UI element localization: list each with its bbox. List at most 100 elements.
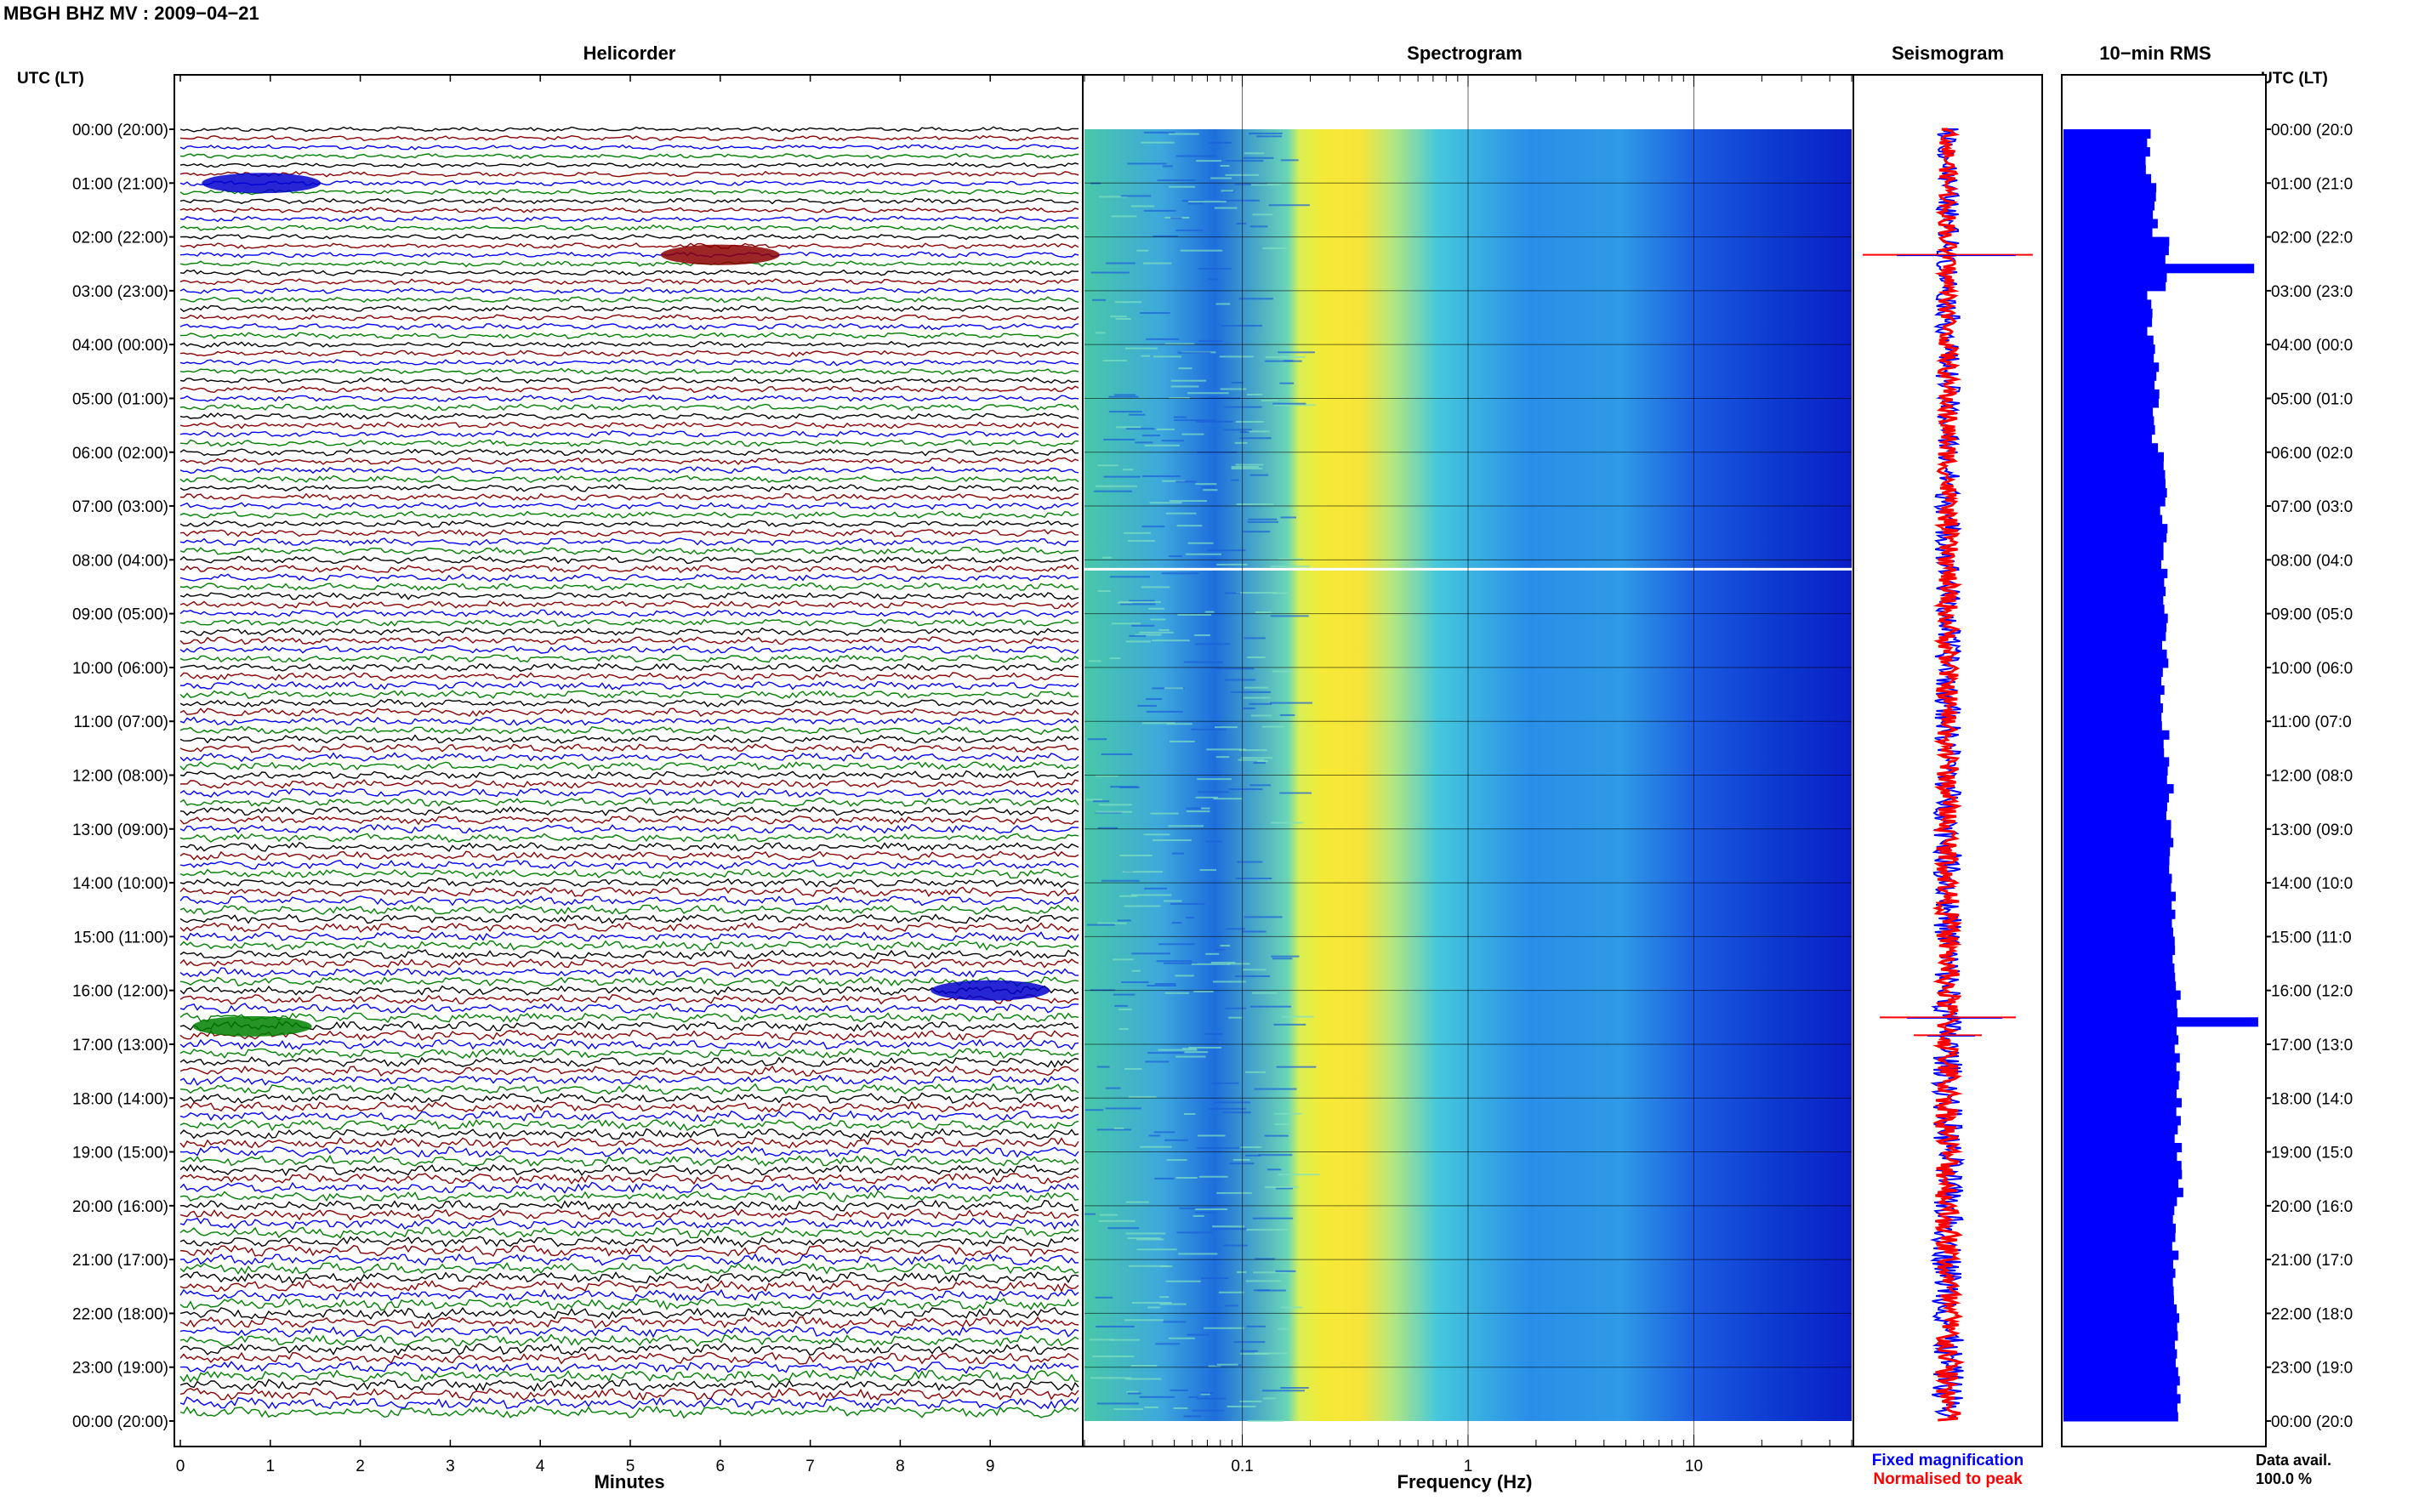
- spectrogram-streak: [1213, 798, 1243, 800]
- helicorder-trace-row: [179, 1163, 1079, 1177]
- spectrogram-streak: [1237, 861, 1263, 863]
- time-tick-label-right: 10:00 (06:0: [2271, 660, 2353, 678]
- spectrogram-xlabel: Frequency (Hz): [1397, 1471, 1533, 1492]
- spectrogram-streak: [1157, 179, 1196, 182]
- helicorder-trace-row: [179, 922, 1079, 934]
- spectrogram-streak: [1247, 520, 1279, 523]
- spectrogram-streak: [1164, 1139, 1188, 1141]
- rms-bar: [2063, 1008, 2178, 1018]
- spectrogram-streak: [1212, 1225, 1245, 1228]
- time-tick-label: 05:00 (01:00): [72, 390, 168, 408]
- spectrogram-streak: [1198, 339, 1223, 342]
- helicorder-trace-row: [179, 242, 1079, 250]
- rms-bar: [2063, 129, 2151, 139]
- helicorder-trace-row: [179, 708, 1079, 718]
- spectrogram-streak: [1247, 393, 1263, 395]
- spectrogram-streak: [1143, 833, 1170, 836]
- helicorder-trace-row: [179, 153, 1079, 160]
- rms-bar: [2063, 1197, 2177, 1207]
- helicorder-trace-row: [179, 672, 1079, 681]
- spectrogram-streak: [1165, 1280, 1201, 1282]
- spectrogram-panel: 0.1 1 10 Frequency (Hz): [1082, 74, 1854, 1492]
- spectrogram-streak: [1194, 643, 1231, 645]
- spectrogram-streak: [1270, 615, 1309, 617]
- helicorder-trace-row: [179, 502, 1079, 510]
- spectrogram-streak: [1111, 622, 1141, 625]
- spectrogram-streak: [1170, 1389, 1188, 1391]
- spectrogram-streak: [1270, 821, 1303, 824]
- helicorder-trace-row: [179, 358, 1079, 367]
- spectrogram-streak: [1246, 1229, 1289, 1231]
- rms-bar: [2063, 1151, 2177, 1162]
- spectrogram-streak: [1177, 613, 1212, 616]
- rms-bars: [2063, 129, 2258, 1422]
- helicorder-trace-row: [179, 1137, 1079, 1149]
- rms-bar: [2063, 1214, 2173, 1225]
- spectrogram-streak: [1198, 1134, 1226, 1137]
- spectrogram-streak: [1200, 807, 1210, 810]
- spectrogram-streak: [1153, 1131, 1175, 1134]
- time-tick-label-right: 05:00 (01:0: [2271, 390, 2353, 408]
- helicorder-trace-row: [179, 555, 1079, 565]
- spectrogram-streak: [1208, 1107, 1246, 1110]
- spectrogram-streak: [1168, 1337, 1195, 1339]
- spectrogram-streak: [1120, 603, 1156, 605]
- rms-bar: [2063, 873, 2172, 884]
- spectrogram-streak: [1184, 1051, 1209, 1054]
- helicorder-trace-row: [179, 528, 1079, 537]
- spectrogram-streak: [1156, 960, 1192, 963]
- helicorder-trace-row: [179, 412, 1079, 421]
- spectrogram-streak: [1171, 922, 1182, 924]
- left-time-ticks: 00:00 (20:00) 01:00 (21:00) 02:00 (22:00) 0…: [72, 122, 174, 1431]
- spectrogram-streak: [1235, 463, 1264, 466]
- rms-bar: [2063, 308, 2153, 319]
- rms-bar: [2063, 999, 2177, 1009]
- rms-bar: [2063, 201, 2155, 211]
- spectrogram-streak: [1164, 992, 1189, 994]
- spectrogram-streak: [1239, 431, 1249, 434]
- rms-bar: [2063, 191, 2156, 202]
- helicorder-trace-row: [179, 591, 1079, 600]
- rms-bar: [2063, 1367, 2178, 1377]
- rms-bar: [2063, 560, 2161, 570]
- spectrogram-streak: [1084, 1213, 1096, 1215]
- spectrogram-streak: [1255, 1352, 1289, 1355]
- spectrogram-streak: [1131, 952, 1171, 955]
- spectrogram-streak: [1153, 355, 1181, 358]
- time-tick-label: 14:00 (10:00): [72, 875, 168, 893]
- spectrogram-streak: [1195, 1211, 1216, 1214]
- spectrogram-streak: [1220, 945, 1231, 947]
- rms-bar: [2063, 272, 2167, 282]
- spectrogram-streak: [1244, 916, 1283, 918]
- spectrogram-streak: [1139, 631, 1174, 634]
- spectrogram-streak: [1226, 928, 1245, 930]
- spectrogram-streak: [1195, 483, 1217, 486]
- helicorder-trace-row: [179, 1351, 1079, 1365]
- spectrogram-streak: [1216, 1191, 1252, 1194]
- rms-bar: [2063, 165, 2146, 175]
- helicorder-trace-row: [179, 188, 1079, 196]
- spectrogram-streak: [1192, 1214, 1204, 1217]
- helicorder-trace-row: [179, 1199, 1079, 1212]
- rms-bar: [2063, 1089, 2177, 1099]
- spectrogram-streak: [1268, 204, 1310, 207]
- helicorder-trace-row: [179, 1056, 1079, 1068]
- spectrogram-streak: [1209, 141, 1232, 144]
- spectrogram-streak: [1169, 555, 1182, 558]
- spectrogram-streak: [1170, 379, 1207, 382]
- rms-bar: [2063, 649, 2167, 659]
- rms-bar: [2063, 1116, 2181, 1126]
- rms-bar: [2063, 954, 2173, 964]
- spectrogram-streak: [1127, 1237, 1161, 1240]
- rms-bar: [2063, 362, 2160, 372]
- spectrogram-streak: [1090, 271, 1130, 274]
- spectrogram-streak: [1225, 679, 1256, 681]
- rms-bar: [2063, 981, 2177, 992]
- helicorder-trace-row: [179, 1333, 1079, 1348]
- helicorder-trace-row: [179, 958, 1079, 969]
- rms-bar: [2063, 317, 2153, 327]
- spectrogram-streak: [1153, 235, 1179, 237]
- helicorder-trace-row: [179, 868, 1079, 879]
- spectrogram-streak: [1245, 1154, 1261, 1157]
- spectrogram-streak: [1143, 131, 1175, 134]
